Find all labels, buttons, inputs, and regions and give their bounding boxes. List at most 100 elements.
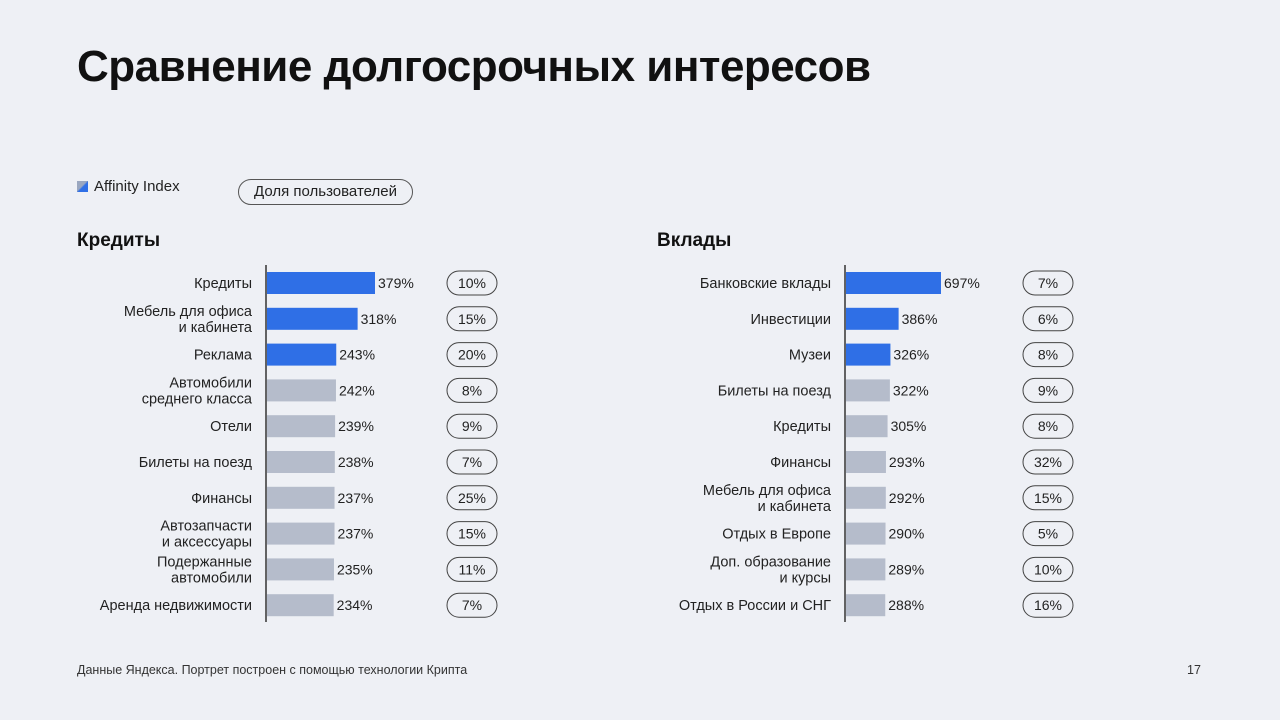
credits-value-label-1: 318% [361, 311, 397, 327]
deposits-bar-0 [846, 272, 941, 294]
credits-share-pill-7 [446, 521, 498, 547]
credits-share-pill-4 [446, 413, 498, 439]
credits-share-label-0: 10% [458, 275, 486, 291]
credits-bar-0 [267, 272, 375, 294]
credits-share-label-7: 15% [458, 526, 486, 542]
deposits-category-label-3: Билеты на поезд [718, 383, 832, 399]
credits-category-label-8-line-1: автомобили [171, 570, 252, 586]
credits-share-pill-0 [446, 270, 498, 296]
deposits-value-label-7: 290% [889, 526, 925, 542]
deposits-category-label-6-line-0: Мебель для офиса [703, 483, 832, 499]
legend-affinity-label: Affinity Index [94, 178, 180, 195]
credits-category-label-1-line-1: и кабинета [179, 320, 253, 336]
deposits-value-label-6: 292% [889, 490, 925, 506]
credits-bar-9 [267, 594, 334, 617]
deposits-bar-8 [846, 558, 886, 581]
credits-share-label-3: 8% [462, 382, 482, 398]
credits-category-label-8: Подержанные автомобили [157, 554, 252, 586]
deposits-share-pill-5 [1022, 449, 1074, 475]
credits-category-label-7-line-0: Автозапчасти [160, 519, 252, 535]
deposits-value-label-5: 293% [889, 454, 925, 470]
credits-bar-4 [267, 415, 336, 438]
credits-bar-7 [267, 522, 335, 545]
credits-share-pill-5 [446, 449, 498, 475]
deposits-category-label-9: Отдых в России и СНГ [679, 598, 831, 614]
footer-source: Данные Яндекса. Портрет построен с помощ… [77, 663, 468, 677]
credits-share-pill-1 [446, 306, 498, 332]
credits-category-label-4: Отели [210, 419, 252, 435]
deposits-bar-4 [846, 415, 888, 438]
credits-share-pill-6 [446, 485, 498, 511]
credits-share-label-9: 7% [462, 597, 482, 613]
deposits-category-label-5: Финансы [770, 455, 831, 471]
legend: Affinity Index [77, 178, 180, 195]
credits-category-label-6: Финансы [191, 491, 252, 507]
deposits-share-pill-1 [1022, 306, 1074, 332]
deposits-share-pill-4 [1022, 413, 1074, 439]
deposits-share-pill-9 [1022, 592, 1074, 618]
deposits-share-label-6: 15% [1034, 490, 1062, 506]
credits-value-label-0: 379% [378, 275, 414, 291]
deposits-share-label-2: 8% [1038, 347, 1058, 363]
credits-category-label-3-line-0: Автомобили [169, 375, 252, 391]
deposits-category-label-8-line-1: и курсы [780, 570, 831, 586]
credits-bar-5 [267, 451, 335, 473]
deposits-share-label-8: 10% [1034, 561, 1062, 577]
deposits-value-label-8: 289% [888, 561, 924, 577]
credits-share-label-2: 20% [458, 347, 486, 363]
page-number: 17 [1187, 663, 1201, 677]
deposits-value-label-0: 697% [944, 275, 980, 291]
credits-share-pill-2 [446, 342, 498, 368]
deposits-value-label-2: 326% [893, 347, 929, 363]
deposits-share-label-4: 8% [1038, 418, 1058, 434]
credits-value-label-9: 234% [337, 597, 373, 613]
deposits-share-label-9: 16% [1034, 597, 1062, 613]
credits-value-label-2: 243% [339, 347, 375, 363]
credits-value-label-7: 237% [338, 526, 374, 542]
credits-category-label-2: Реклама [194, 348, 253, 364]
credits-share-label-8: 11% [459, 561, 486, 577]
page-title: Сравнение долгосрочных интересов [77, 42, 871, 91]
credits-category-label-7-line-1: и аксессуары [162, 535, 252, 551]
deposits-share-label-1: 6% [1038, 311, 1058, 327]
deposits-category-label-6-line-1: и кабинета [758, 499, 832, 515]
legend-share-pill: Доля пользователей [238, 179, 413, 205]
credits-category-label-8-line-0: Подержанные [157, 554, 252, 570]
credits-category-label-0: Кредиты [194, 276, 252, 292]
deposits-category-label-6: Мебель для офиса и кабинета [703, 483, 832, 515]
deposits-category-label-8-line-0: Доп. образование [710, 554, 831, 570]
deposits-category-label-4: Кредиты [773, 419, 831, 435]
deposits-category-label-2: Музеи [789, 348, 831, 364]
deposits-share-label-5: 32% [1034, 454, 1062, 470]
credits-category-label-7: Автозапчасти и аксессуары [160, 519, 252, 551]
credits-share-pill-8 [446, 556, 498, 582]
deposits-bar-9 [846, 594, 886, 617]
deposits-bar-7 [846, 522, 886, 545]
deposits-value-label-9: 288% [888, 597, 924, 613]
deposits-value-label-1: 386% [902, 311, 938, 327]
credits-bar-3 [267, 379, 336, 402]
credits-share-label-6: 25% [458, 490, 486, 506]
deposits-share-pill-8 [1022, 556, 1074, 582]
deposits-category-label-1: Инвестиции [750, 312, 831, 328]
credits-category-label-5: Билеты на поезд [139, 455, 253, 471]
credits-category-label-1-line-0: Мебель для офиса [124, 304, 253, 320]
credits-share-pill-9 [446, 592, 498, 618]
deposits-category-label-8: Доп. образование и курсы [710, 554, 831, 586]
credits-share-label-1: 15% [458, 311, 486, 327]
deposits-bar-3 [846, 379, 890, 402]
deposits-bar-5 [846, 451, 886, 473]
credits-value-label-5: 238% [338, 454, 374, 470]
deposits-share-label-3: 9% [1038, 382, 1058, 398]
deposits-share-label-0: 7% [1038, 275, 1058, 291]
credits-category-label-9: Аренда недвижимости [100, 598, 252, 614]
credits-category-label-1: Мебель для офиса и кабинета [124, 304, 253, 336]
credits-bar-6 [267, 486, 335, 509]
deposits-value-label-4: 305% [891, 418, 927, 434]
deposits-bar-1 [846, 307, 899, 330]
credits-category-label-3-line-1: среднего класса [142, 391, 253, 407]
credits-share-label-5: 7% [462, 454, 482, 470]
credits-value-label-3: 242% [339, 382, 375, 398]
credits-bar-1 [267, 307, 358, 330]
chart-title-deposits: Вклады [657, 230, 732, 251]
